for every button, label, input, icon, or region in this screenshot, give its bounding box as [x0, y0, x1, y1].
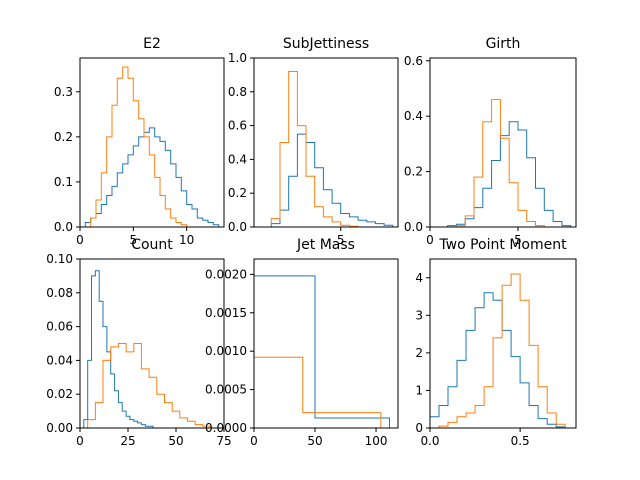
x-tick-label: 5	[514, 233, 522, 247]
series-line-1	[254, 71, 393, 228]
x-tick-label: 0.0	[420, 434, 439, 448]
axes-frame	[253, 57, 399, 228]
subplot-title: E2	[143, 36, 161, 52]
axes-frame	[253, 258, 399, 429]
y-tick-label: 0.0020	[205, 267, 247, 281]
x-tick-label: 50	[307, 434, 322, 448]
series-line-0	[429, 292, 566, 428]
y-tick-label: 0.2	[228, 186, 247, 200]
x-tick-label: 75	[216, 434, 231, 448]
y-tick-label: 0.6	[228, 119, 247, 133]
y-tick-label: 0.2	[404, 165, 423, 179]
y-tick-label: 1	[415, 383, 423, 397]
axes-frame	[79, 57, 225, 228]
x-tick-label: 0	[76, 233, 84, 247]
subplot-title: Jet Mass	[296, 237, 355, 253]
y-tick-label: 4	[415, 271, 423, 285]
x-tick-label: 50	[168, 434, 183, 448]
y-tick-label: 0.4	[404, 109, 423, 123]
x-tick-label: 25	[120, 434, 135, 448]
y-tick-label: 0.06	[46, 320, 73, 334]
subplot-4: 0 50 100 0.0000 0.0005 0.0010 0.0015 0.0020 Jet …	[205, 237, 399, 448]
y-tick-label: 0.0015	[205, 306, 247, 320]
y-tick-label: 0.3	[54, 85, 73, 99]
axes-frame	[79, 258, 225, 429]
y-tick-label: 0.4	[228, 152, 247, 166]
subplot-title: Two Point Moment	[438, 237, 567, 253]
x-tick-label: 5	[337, 233, 345, 247]
x-tick-label: 0	[76, 434, 84, 448]
y-tick-label: 0.2	[54, 130, 73, 144]
y-tick-label: 0.04	[46, 353, 73, 367]
series-line-0	[254, 133, 394, 228]
y-tick-label: 0.0010	[205, 344, 247, 358]
series-line-0	[430, 121, 572, 228]
series-line-1	[430, 273, 566, 429]
y-tick-label: 2	[415, 346, 423, 360]
y-tick-label: 0.0	[404, 220, 423, 234]
subplot-3: 0 25 50 75 0.00 0.02 0.04 0.06 0.08 0.10 Count	[46, 237, 231, 448]
series-line-0	[80, 270, 161, 429]
y-tick-label: 0	[415, 421, 423, 435]
subplot-0: 0 5 10 0.0 0.1 0.2 0.3 E2	[54, 36, 225, 247]
y-tick-label: 0.1	[54, 175, 73, 189]
subplot-title: Count	[131, 237, 173, 253]
y-tick-label: 0.0	[54, 220, 73, 234]
y-tick-label: 0.08	[46, 286, 73, 300]
subplot-title: Girth	[486, 36, 521, 52]
series-line-0	[253, 275, 390, 428]
y-tick-label: 0.0005	[205, 383, 247, 397]
x-tick-label: 0.5	[511, 434, 530, 448]
x-tick-label: 0	[426, 233, 434, 247]
series-line-1	[80, 343, 219, 429]
y-tick-label: 1.0	[228, 51, 247, 65]
x-tick-label: 100	[365, 434, 388, 448]
series-line-1	[253, 356, 382, 428]
subplot-5: 0.0 0.5 0 1 2 3 4 Two Point Moment	[415, 237, 577, 448]
series-line-0	[80, 127, 220, 228]
subplot-title: SubJettiness	[283, 36, 369, 52]
axes-frame	[429, 258, 577, 429]
y-tick-label: 0.6	[404, 54, 423, 68]
series-line-1	[80, 66, 219, 228]
x-tick-label: 0	[250, 434, 258, 448]
subplot-2: 0 5 0.0 0.2 0.4 0.6 Girth	[404, 36, 577, 247]
x-tick-label: 5	[130, 233, 138, 247]
y-tick-label: 0.00	[46, 421, 73, 435]
subplot-1: 5 0.0 0.2 0.4 0.6 0.8 1.0 SubJettiness	[228, 36, 399, 247]
y-tick-label: 0.10	[46, 252, 73, 266]
y-tick-label: 0.8	[228, 85, 247, 99]
axes-frame	[429, 57, 577, 228]
y-tick-label: 0.02	[46, 387, 73, 401]
y-tick-label: 3	[415, 308, 423, 322]
y-tick-label: 0.0000	[205, 421, 247, 435]
y-tick-label: 0.0	[228, 220, 247, 234]
series-line-1	[430, 99, 571, 228]
x-tick-label: 10	[179, 233, 194, 247]
